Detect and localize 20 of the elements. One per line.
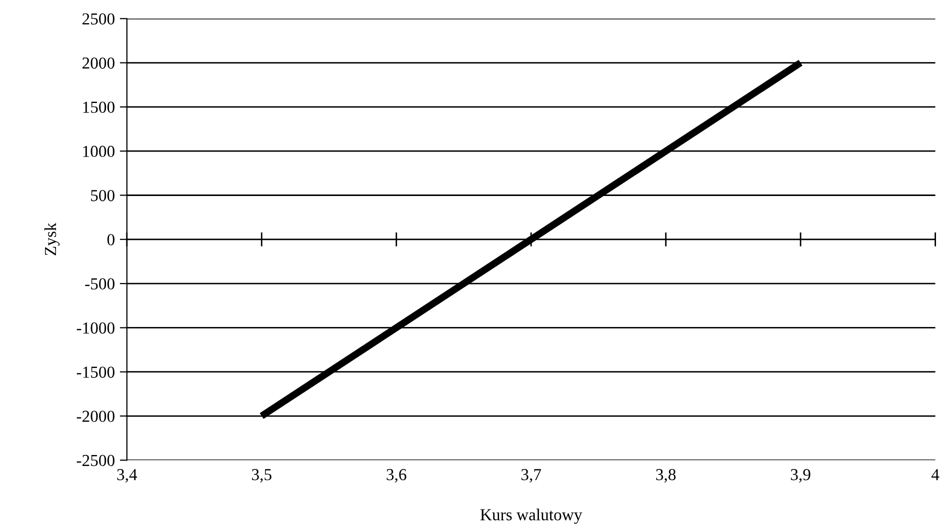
x-tick-label: 3,8: [656, 468, 676, 483]
x-tick-label: 4: [931, 469, 940, 480]
x-tick-label: 3,5: [252, 469, 272, 483]
x-axis-title: Kurs walutowy: [480, 508, 582, 524]
x-tick-label: 3,9: [790, 469, 810, 483]
y-tick-label: 500: [91, 190, 114, 202]
y-tick-label: 1000: [83, 146, 114, 158]
y-tick-label: -2000: [76, 410, 114, 422]
x-tick-label: 3,4: [117, 469, 138, 483]
y-axis-title: Zysk: [44, 222, 60, 256]
y-tick-label: 0: [107, 234, 114, 246]
y-tick-label: 2500: [82, 13, 114, 25]
y-tick-label: 1500: [83, 102, 114, 113]
y-tick-label: 2000: [82, 57, 114, 69]
y-tick-label: -1500: [76, 366, 114, 378]
y-tick-label: -1000: [76, 322, 114, 334]
y-tick-label: -500: [85, 278, 114, 290]
x-tick-label: 3,6: [386, 469, 406, 483]
y-tick-label: -2500: [76, 454, 114, 466]
x-tick-label: 3,7: [521, 469, 542, 483]
